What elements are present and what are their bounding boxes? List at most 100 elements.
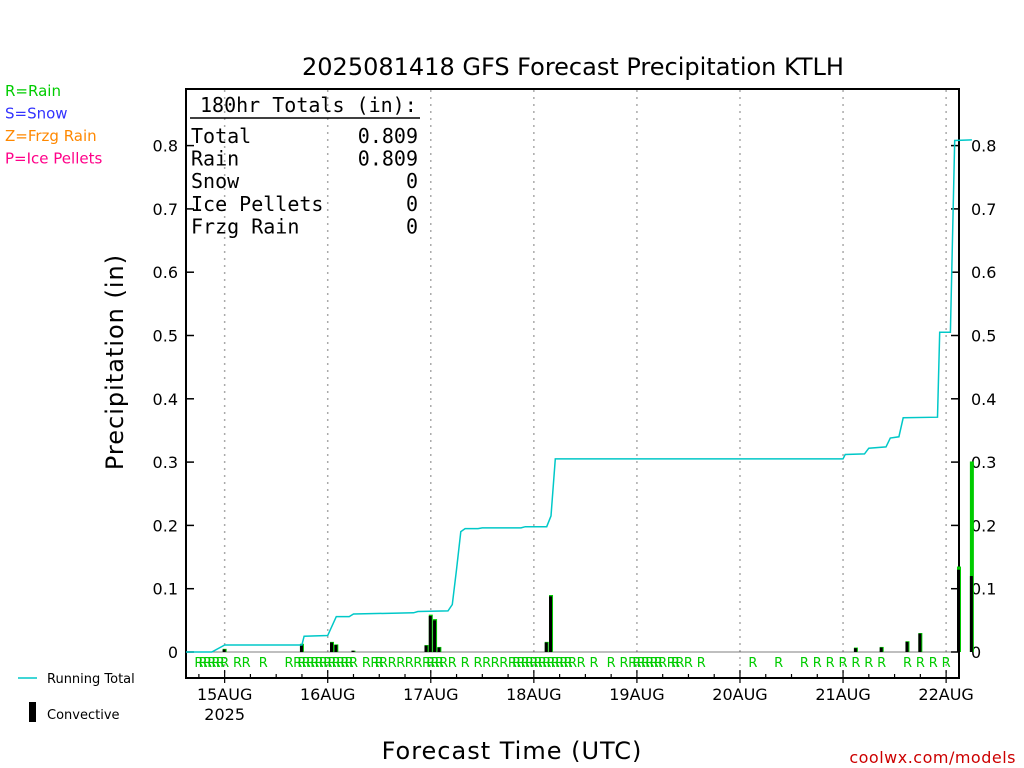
precip-type-marker: R [641,656,650,671]
precip-type-marker: R [654,656,663,671]
precip-type-marker: R [675,656,684,671]
precip-type-marker: R [542,656,551,671]
precip-type-marker: R [589,656,598,671]
precip-type-marker: R [306,656,315,671]
totals-row-value: 0.809 [358,124,418,148]
precip-type-marker: R [800,656,809,671]
precip-type-marker: R [559,656,568,671]
precip-type-marker: R [422,656,431,671]
running-total-line [186,139,972,653]
totals-row-name: Total [191,124,251,148]
precip-bar-convective [437,647,441,652]
totals-row-value: 0 [406,192,418,216]
chart-title: 2025081418 GFS Forecast Precipitation KT… [302,53,844,81]
precip-type-marker: R [508,656,517,671]
precip-type-marker: R [564,656,573,671]
precip-type-marker: R [310,656,319,671]
y-tick-label: 0.6 [153,263,178,282]
precip-type-marker: R [345,656,354,671]
y-tick-label-right: 0.8 [971,137,996,156]
precip-type-marker: R [538,656,547,671]
precip-bar-convective [428,615,432,652]
precip-type-marker: R [396,656,405,671]
y-tick-label-right: 0 [971,643,981,662]
y-tick-label: 0.7 [153,200,178,219]
precip-type-marker: R [826,656,835,671]
precip-type-marker: R [521,656,530,671]
precip-type-marker: R [388,656,397,671]
y-tick-label-right: 0.5 [971,327,996,346]
precip-type-marker: R [774,656,783,671]
precip-type-marker: R [568,656,577,671]
precip-type-marker: R [529,656,538,671]
x-tick-label: 16AUG [300,685,355,704]
legend-item: S=Snow [5,105,68,123]
precip-type-marker: R [748,656,757,671]
precip-type-marker: R [632,656,641,671]
precip-type-marker: R [482,656,491,671]
x-tick-label: 19AUG [609,685,664,704]
precip-type-marker: R [877,656,886,671]
precip-type-marker: R [684,656,693,671]
precip-type-marker: R [220,656,229,671]
x-tick-sublabel: 2025 [204,705,245,724]
plot-frame [185,88,960,679]
precip-type-marker: R [233,656,242,671]
y-tick-label: 0.2 [153,516,178,535]
totals-box: 180hr Totals (in): Total 0.809 Rain 0.809 Sno… [190,93,420,238]
precip-bar-convective [905,641,909,652]
precip-bar-convective [544,642,548,652]
y-tick-label-right: 0.7 [971,200,996,219]
precip-bar-convective [351,650,355,652]
precip-type-marker: R [547,656,556,671]
precip-type-marker: R [207,656,216,671]
precip-type-marker: R [375,656,384,671]
precip-type-marker: R [319,656,328,671]
precip-type-marker: R [942,656,951,671]
precip-type-marker: R [671,656,680,671]
precip-type-marker: R [370,656,379,671]
legend-bar-swatch [29,702,36,722]
precip-bar-convective [969,576,973,652]
precip-bar-convective [424,645,428,652]
precip-type-marker: R [658,656,667,671]
precip-type-marker: R [405,656,414,671]
precip-type-marker: R [473,656,482,671]
plot-area [185,88,960,679]
precip-type-marker: R [194,656,203,671]
y-tick-label-right: 0.4 [971,390,996,409]
precip-bar-total [969,461,974,652]
legend-item: R=Rain [5,82,61,100]
precip-type-marker: R [259,656,268,671]
precip-type-marker: R [551,656,560,671]
precip-type-marker: R [461,656,470,671]
totals-row-value: 0.809 [358,147,418,171]
precip-type-marker: R [516,656,525,671]
totals-row-name: Snow [191,169,240,193]
y-axis-left: 0 0.1 0.2 0.3 0.4 0.5 0.6 0.7 0.8 [153,137,194,662]
precip-bar-convective [334,645,338,652]
precip-type-marker: R [916,656,925,671]
precip-type-marker: R [336,656,345,671]
x-tick-label: 17AUG [403,685,458,704]
precip-type-marker: R [620,656,629,671]
precip-type-marker: R [577,656,586,671]
precip-bar-convective [549,596,553,652]
y-tick-label: 0.3 [153,453,178,472]
precip-type-marker: R [212,656,221,671]
legend-item: Z=Frzg Rain [5,127,97,145]
precip-type-marker: R [667,656,676,671]
precip-type-marker: R [285,656,294,671]
precip-type-marker: R [199,656,208,671]
precip-type-marker: R [839,656,848,671]
y-tick-label-right: 0.2 [971,516,996,535]
precip-type-marker: R [628,656,637,671]
x-axis-label: Forecast Time (UTC) [382,737,643,765]
precip-bar-convective [879,647,883,652]
precip-type-marker: R [697,656,706,671]
y-tick-label-right: 0.1 [971,580,996,599]
totals-row-value: 0 [406,214,418,238]
